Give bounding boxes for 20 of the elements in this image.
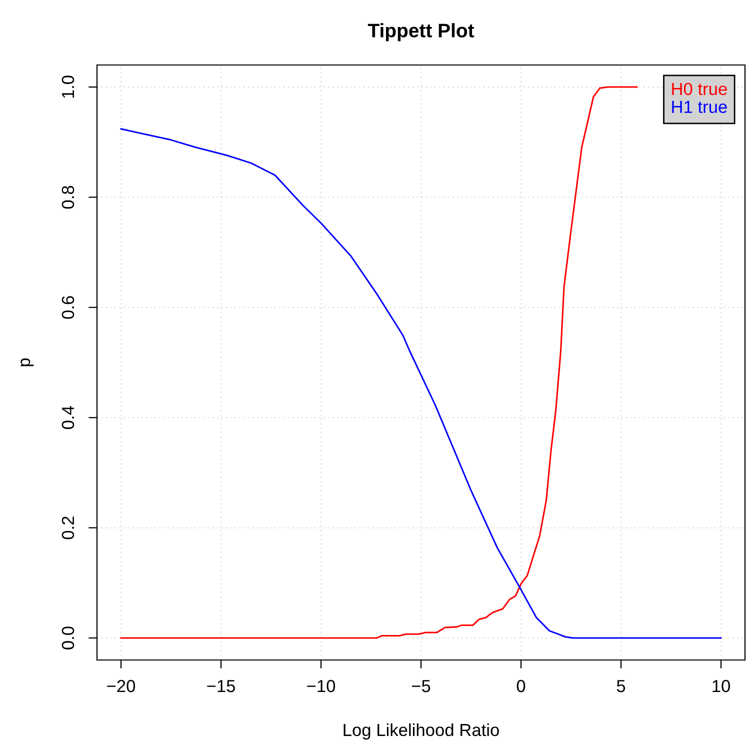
- y-tick-label: 0.2: [62, 516, 74, 540]
- x-tick-label: −15: [207, 680, 235, 692]
- text: H1 true: [672, 100, 727, 114]
- y-tick-label: 0.6: [62, 296, 74, 319]
- x-tick-label: −5: [412, 680, 430, 692]
- y-tick-label: 0.0: [62, 626, 74, 650]
- line-series: [120, 86, 638, 639]
- x-tick-label: −10: [307, 680, 336, 692]
- x-tick-label: 0: [516, 680, 526, 692]
- line-series: [120, 128, 722, 639]
- x-tick-label: 10: [712, 680, 730, 692]
- x-axis-title: Log Likelihood Ratio: [344, 723, 499, 740]
- chart-title: Tippett Plot: [368, 23, 474, 42]
- y-axis-title: p: [20, 358, 34, 366]
- x-tick-label: 5: [616, 680, 626, 692]
- text: H0 true: [672, 82, 727, 96]
- y-tick-label: 1.0: [62, 76, 74, 98]
- x-tick-label: −20: [107, 680, 136, 692]
- y-tick-label: 0.4: [62, 406, 74, 429]
- y-tick-label: 0.8: [62, 186, 74, 209]
